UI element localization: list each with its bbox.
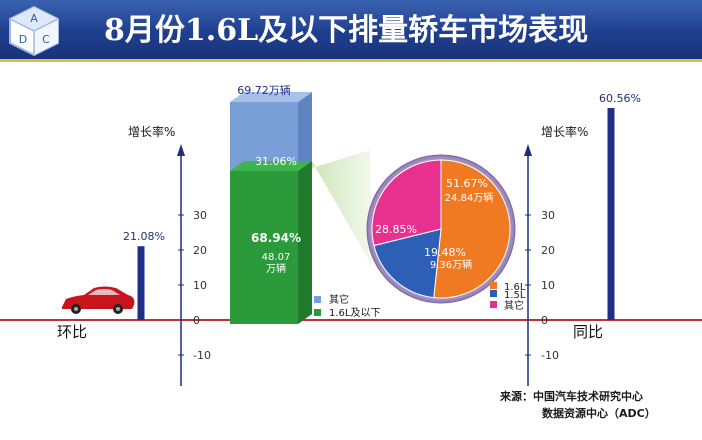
legend-label-other: 其它 <box>329 293 349 306</box>
stack-16l-value: 48.07 <box>262 252 291 263</box>
pie-legend-swatch <box>490 282 497 289</box>
pie-slice <box>371 159 442 247</box>
tick-label-left: 20 <box>193 244 207 257</box>
stack-16l-percent: 68.94% <box>251 231 301 245</box>
tick-label-right: -10 <box>541 349 559 362</box>
category-label: 环比 <box>57 323 87 341</box>
logo-letter-c: C <box>42 33 50 46</box>
chart-canvas: -10 0 10 20 30 -10 0 10 20 30 增长率% 增长率% 21.08% 环比 60.5… <box>0 83 702 386</box>
growth-value-label: 21.08% <box>123 230 165 243</box>
pie-legend-swatch <box>490 301 497 308</box>
tick-label-left: 10 <box>193 279 207 292</box>
tick-label-right: 30 <box>541 209 555 222</box>
tick-label-left: 30 <box>193 209 207 222</box>
axis-label-left: 增长率% <box>128 124 175 139</box>
axis-arrow-left <box>177 144 185 156</box>
adc-logo: A D C <box>9 5 59 57</box>
stack-side-other <box>298 92 312 171</box>
axis-arrow-right <box>524 144 532 156</box>
source-note: 来源：中国汽车技术研究中心 数据资源中心（ADC） <box>500 388 700 422</box>
stack-16l-unit: 万辆 <box>266 262 286 275</box>
pie-legend-label: 1.6L <box>504 282 526 293</box>
pie-label-15l-value: 9.36万辆 <box>430 258 472 271</box>
source-line-1: 来源：中国汽车技术研究中心 <box>500 390 643 403</box>
header-banner: A D C 8月份1.6L及以下排量轿车市场表现 <box>0 0 702 62</box>
stack-segment-other <box>230 102 298 171</box>
pie-label-16l-percent: 51.67% <box>446 177 488 190</box>
source-line-2: 数据资源中心（ADC） <box>542 407 656 420</box>
legend-label-16l: 1.6L及以下 <box>329 307 380 319</box>
stack-divider-top <box>230 160 312 171</box>
legend-swatch-other <box>314 296 321 303</box>
growth-bar <box>607 108 615 320</box>
stack-side-16l <box>298 160 312 324</box>
tick-label-left: -10 <box>193 349 211 362</box>
stack-other-percent: 31.06% <box>255 155 297 168</box>
page-title: 8月份1.6L及以下排量轿车市场表现 <box>104 13 589 48</box>
car-icon <box>62 286 135 314</box>
pie-label-16l-value: 24.84万辆 <box>445 191 494 204</box>
axis-label-right: 增长率% <box>541 124 588 139</box>
tick-label-left: 0 <box>193 314 200 327</box>
pie-legend-label: 1.5L <box>504 290 526 301</box>
stack-segment-16l <box>230 170 298 324</box>
tick-label-right: 20 <box>541 244 555 257</box>
pie-label-other-percent: 28.85% <box>375 223 417 236</box>
logo-letter-d: D <box>19 33 27 46</box>
pie-label-15l-percent: 19.48% <box>424 246 466 259</box>
pie-legend-swatch <box>490 290 497 297</box>
pie-slice <box>433 159 511 299</box>
stack-total-label: 69.72万辆 <box>237 83 291 97</box>
pie-slice <box>373 228 442 299</box>
tick-label-right: 10 <box>541 279 555 292</box>
category-label: 同比 <box>573 323 603 341</box>
legend-swatch-16l <box>314 309 321 316</box>
stack-top <box>230 92 312 102</box>
growth-value-label: 60.56% <box>599 92 641 105</box>
connector-beam <box>312 150 372 266</box>
growth-bar <box>137 246 145 320</box>
pie-legend-label: 其它 <box>504 299 524 312</box>
tick-label-right: 0 <box>541 314 548 327</box>
logo-letter-a: A <box>30 12 38 25</box>
